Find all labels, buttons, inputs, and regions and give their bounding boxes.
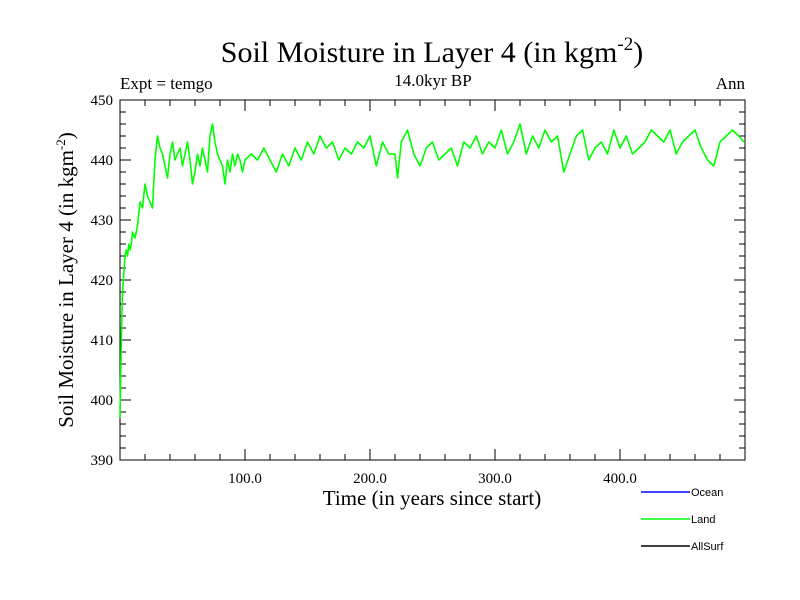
x-tick-label: 200.0 bbox=[353, 471, 387, 487]
subtitle-period: 14.0kyr BP bbox=[394, 71, 471, 90]
subtitle-expt: Expt = temgo bbox=[120, 74, 213, 93]
y-axis-label: Soil Moisture in Layer 4 (in kgm-2) bbox=[53, 132, 78, 427]
x-tick-label: 300.0 bbox=[478, 471, 512, 487]
legend-label-land: Land bbox=[691, 514, 715, 526]
x-tick-label: 400.0 bbox=[603, 471, 637, 487]
plot-frame bbox=[119, 99, 746, 461]
legend-label-allsurf: AllSurf bbox=[691, 541, 724, 553]
subtitle-season: Ann bbox=[716, 74, 746, 93]
x-axis-label: Time (in years since start) bbox=[323, 486, 542, 510]
chart-title-main: Soil Moisture in Layer 4 (in kgm bbox=[221, 36, 618, 69]
series-line-land bbox=[119, 123, 745, 419]
chart-title: Soil Moisture in Layer 4 (in kgm-2) bbox=[221, 34, 643, 69]
y-tick-label: 430 bbox=[91, 213, 114, 229]
series-layer bbox=[119, 123, 745, 419]
y-tick-label: 440 bbox=[91, 153, 114, 169]
y-tick-label: 400 bbox=[91, 393, 114, 409]
y-tick-label: 450 bbox=[91, 93, 114, 109]
y-tick-label: 420 bbox=[91, 273, 114, 289]
y-tick-label: 410 bbox=[91, 333, 114, 349]
y-axis-label-sup: -2 bbox=[53, 139, 68, 150]
chart-title-sup: -2 bbox=[617, 34, 633, 55]
x-tick-label: 100.0 bbox=[228, 471, 262, 487]
y-tick-label: 390 bbox=[91, 453, 114, 469]
chart-title-close: ) bbox=[633, 36, 643, 69]
axis-ticks: 100.0 200.0 300.0 400.0 390 400 410 420 430 440 45… bbox=[91, 93, 745, 487]
y-axis-label-close: ) bbox=[54, 132, 78, 139]
y-axis-label-main: Soil Moisture in Layer 4 (in kgm bbox=[54, 150, 78, 428]
legend: Ocean Land AllSurf bbox=[641, 487, 724, 553]
legend-label-ocean: Ocean bbox=[691, 487, 723, 499]
